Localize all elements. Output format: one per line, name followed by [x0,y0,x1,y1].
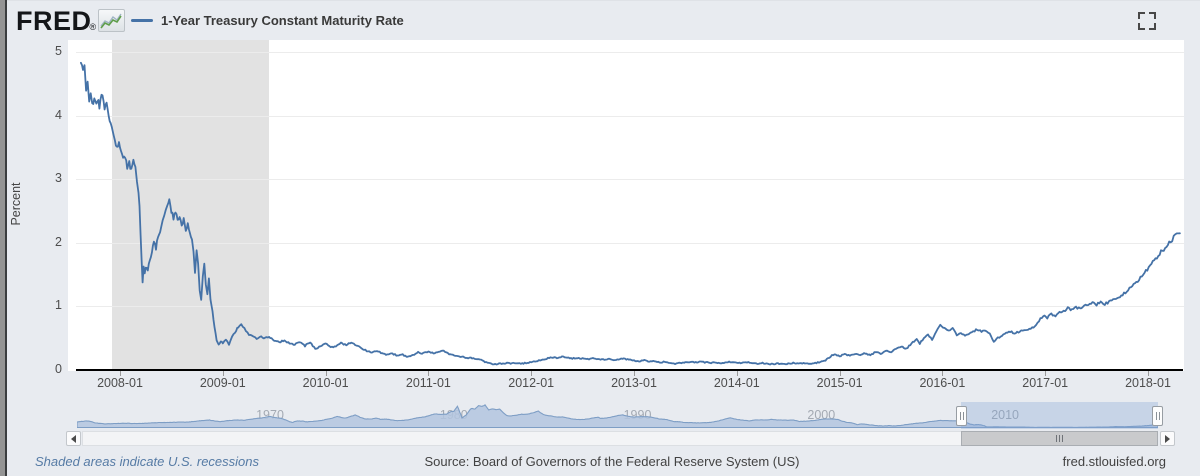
window-edge [0,0,5,476]
y-tick-label: 5 [55,44,62,58]
y-tick-label: 1 [55,298,62,313]
y-tick-label: 3 [55,171,62,186]
y-gridline [76,306,1184,308]
navigator-decade-label: 2010 [991,408,1019,422]
navigator-left-handle[interactable] [956,406,968,426]
x-tick-mark [634,371,635,376]
x-tick-label: 2016-01 [919,376,966,390]
x-axis-line [76,369,1183,371]
x-tick-label: 2015-01 [816,376,863,390]
scroll-right-button[interactable] [1160,431,1175,446]
site-link[interactable]: fred.stlouisfed.org [1062,454,1166,469]
x-tick-mark [839,371,841,376]
y-tick-label: 2 [55,234,62,249]
registered-mark: ® [89,22,97,32]
right-arrow-icon [1165,434,1170,443]
x-tick-label: 2012-01 [508,376,555,390]
y-gridline [76,242,1184,244]
recession-note: Shaded areas indicate U.S. recessions [35,454,260,469]
x-tick-label: 2013-01 [611,376,657,390]
left-arrow-icon [71,434,76,443]
scroll-left-button[interactable] [66,431,81,446]
window-edge-line [5,0,7,476]
top-border [0,0,1200,1]
x-tick-label: 2008-01 [97,376,143,390]
x-tick-mark [428,371,430,376]
recession-shaded-band [111,40,270,369]
legend-series-label: 1-Year Treasury Constant Maturity Rate [161,13,404,28]
x-tick-label: 2010-01 [302,376,349,390]
y-tick-label: 0 [55,362,62,376]
x-tick-mark [1148,371,1149,376]
x-tick-mark [1045,371,1047,376]
y-gridline [76,179,1184,181]
navigator-right-handle[interactable] [1152,406,1163,426]
source-attribution: Source: Board of Governors of the Federa… [424,454,800,469]
date-range-navigator[interactable]: 19701980199020002010 [77,402,1163,429]
x-tick-mark [942,371,944,376]
x-tick-label: 2014-01 [713,376,760,390]
x-tick-label: 2018-01 [1125,376,1171,390]
x-tick-mark [736,371,738,376]
x-tick-label: 2009-01 [199,376,246,390]
y-tick-label: 4 [55,107,62,122]
x-tick-mark [120,371,121,376]
navigator-area-series [77,403,1158,429]
x-tick-mark [222,371,224,376]
x-tick-label: 2011-01 [405,376,451,390]
y-axis-title: Percent [9,182,23,226]
y-gridline [76,115,1184,117]
x-tick-mark [531,371,533,376]
fred-logo: FRED® [16,6,97,36]
x-tick-label: 2017-01 [1022,376,1069,390]
legend-line-swatch [131,19,153,22]
chart-plot-area[interactable] [68,40,1184,371]
sparkline-chart-icon [98,9,125,32]
fullscreen-expand-icon[interactable] [1138,12,1156,30]
rate-line-series [79,61,1181,366]
navigator-selected-range[interactable] [961,402,1158,429]
x-tick-mark [325,371,327,376]
scrollbar-thumb[interactable] [961,431,1158,446]
y-gridline [76,52,1184,53]
